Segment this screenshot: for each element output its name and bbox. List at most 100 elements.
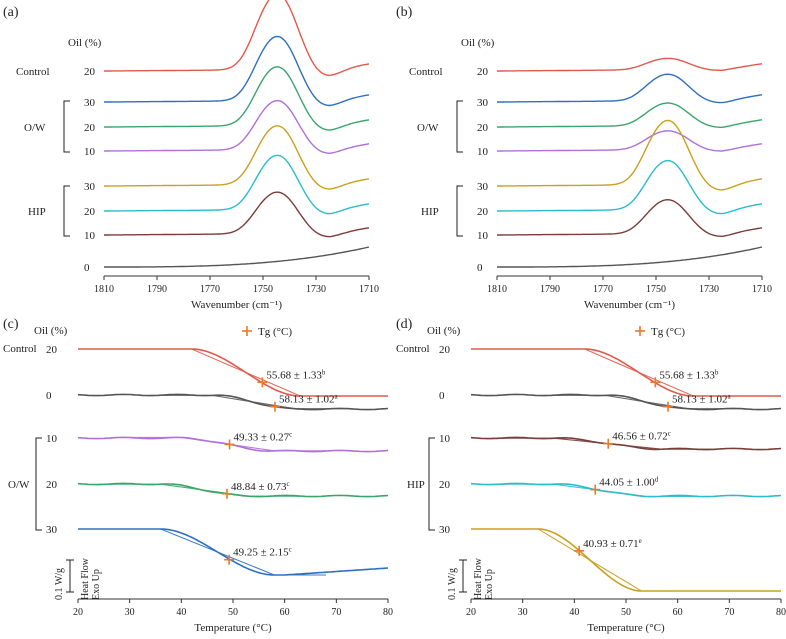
- x-axis-tick-label: 1790: [147, 284, 167, 295]
- series-label: 10: [46, 433, 58, 445]
- group-label: O/W: [417, 122, 439, 134]
- tangent-line: [119, 436, 326, 452]
- tangent-line: [543, 394, 740, 410]
- series-label: 30: [46, 524, 58, 536]
- scale-bar-note: Exo Up: [91, 569, 102, 600]
- x-axis-tick-label: 20: [466, 607, 476, 618]
- group-label: HIP: [407, 479, 425, 491]
- group-label: Control: [3, 343, 37, 355]
- legend-label: Tg (°C): [258, 326, 292, 338]
- spectrum-line: [104, 0, 370, 77]
- x-axis-tick-label: 1750: [646, 284, 666, 295]
- series-label: 10: [439, 433, 451, 445]
- group-label: Control: [396, 343, 430, 355]
- spectrum-line: [104, 35, 370, 107]
- legend-title: Oil (%): [461, 37, 495, 49]
- x-axis-tick-label: 1810: [487, 284, 507, 295]
- scale-bar-note: Heat Flow: [473, 557, 484, 600]
- group-bracket: [63, 185, 70, 237]
- x-axis-tick-label: 1730: [699, 284, 719, 295]
- group-bracket: [35, 437, 42, 531]
- tg-value-label: 58.13 ± 1.02a: [279, 393, 339, 406]
- series-label: 0: [46, 390, 52, 402]
- tangent-line: [476, 528, 694, 592]
- group-bracket: [456, 100, 463, 153]
- tangent-line: [98, 528, 326, 576]
- group-label: Control: [16, 66, 50, 78]
- x-axis-tick-label: 1790: [540, 284, 560, 295]
- legend-title: Oil (%): [68, 37, 102, 49]
- tangent-line: [98, 483, 301, 497]
- spectrum-line: [497, 73, 763, 104]
- panel-label: (b): [396, 5, 413, 20]
- spectrum-line: [104, 246, 370, 268]
- x-axis-tick-label: 70: [724, 607, 734, 618]
- x-axis-tick-label: 80: [776, 607, 786, 618]
- spectrum-line: [104, 66, 370, 131]
- group-label: HIP: [421, 206, 439, 218]
- tg-value-label: 49.33 ± 0.27c: [234, 430, 293, 443]
- x-axis-tick-label: 1770: [200, 284, 220, 295]
- x-axis-tick-label: 40: [569, 607, 579, 618]
- series-label: 10: [84, 230, 96, 242]
- spectrum-line: [497, 246, 763, 268]
- series-label: 30: [477, 181, 489, 193]
- series-label: 20: [477, 66, 489, 78]
- spectrum-line: [497, 57, 763, 72]
- scale-bar-note: Heat Flow: [80, 557, 91, 600]
- tg-value-label: 40.93 ± 0.71e: [583, 537, 642, 550]
- tg-value-label: 44.05 ± 1.00d: [599, 476, 659, 489]
- x-axis-tick-label: 80: [383, 607, 393, 618]
- panel-label: (c): [3, 317, 19, 332]
- x-axis-title: Temperature (°C): [587, 622, 665, 634]
- x-axis-tick-label: 1710: [359, 284, 379, 295]
- series-label: 20: [46, 344, 58, 356]
- scale-bar-note: Exo Up: [484, 569, 495, 600]
- series-label: 20: [477, 122, 489, 134]
- x-axis-tick-label: 1730: [306, 284, 326, 295]
- series-label: 20: [439, 344, 451, 356]
- panel-label: (a): [3, 5, 19, 20]
- series-label: 20: [477, 206, 489, 218]
- x-axis-tick-label: 20: [73, 607, 83, 618]
- group-bracket: [456, 185, 463, 237]
- legend-title: Oil (%): [34, 325, 68, 337]
- spectrum-line: [497, 130, 763, 152]
- x-axis-tick-label: 30: [518, 607, 528, 618]
- scale-bar-value: 0.1 W/g: [54, 568, 65, 600]
- series-label: 30: [439, 524, 451, 536]
- tg-value-label: 48.84 ± 0.73c: [231, 480, 290, 493]
- group-bracket: [63, 100, 70, 153]
- spectrum-line: [104, 191, 370, 238]
- series-label: 20: [439, 479, 451, 491]
- spectrum-line: [104, 125, 370, 190]
- series-label: 30: [84, 97, 96, 109]
- x-axis-tick-label: 60: [280, 607, 290, 618]
- panel-label: (d): [396, 317, 413, 332]
- series-label: 10: [477, 230, 489, 242]
- tg-value-label: 55.68 ± 1.33b: [266, 368, 326, 381]
- group-bracket: [428, 437, 435, 531]
- x-axis-tick-label: 1810: [94, 284, 114, 295]
- group-label: O/W: [8, 479, 30, 491]
- x-axis-title: Temperature (°C): [194, 622, 272, 634]
- x-axis-tick-label: 70: [331, 607, 341, 618]
- tg-value-label: 55.68 ± 1.33b: [659, 368, 719, 381]
- spectrum-line: [104, 99, 370, 155]
- series-label: 0: [84, 262, 90, 274]
- spectrum-line: [497, 198, 763, 238]
- series-label: 0: [439, 390, 445, 402]
- tg-value-label: 46.56 ± 0.72c: [612, 430, 671, 443]
- spectrum-line: [497, 159, 763, 215]
- series-label: 20: [46, 479, 58, 491]
- tangent-line: [491, 437, 714, 450]
- x-axis-tick-label: 1770: [593, 284, 613, 295]
- spectrum-line: [104, 154, 370, 215]
- x-axis-title: Wavenumber (cm⁻¹): [584, 299, 675, 311]
- x-axis-tick-label: 50: [228, 607, 238, 618]
- series-label: 0: [477, 262, 483, 274]
- dsc-curve: [78, 348, 388, 397]
- tangent-line: [522, 348, 745, 397]
- x-axis-tick-label: 30: [125, 607, 135, 618]
- x-axis-title: Wavenumber (cm⁻¹): [191, 299, 282, 311]
